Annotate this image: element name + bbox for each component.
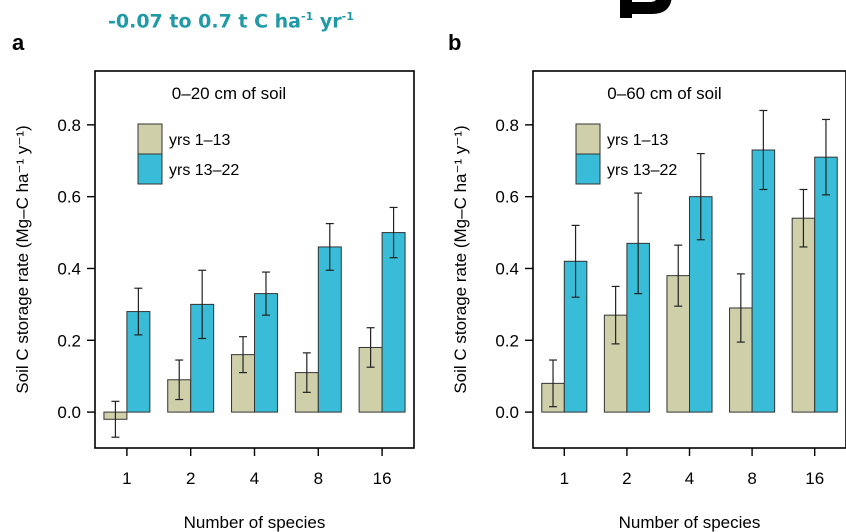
panel-a-y-tick-label: 0.8 <box>57 116 81 135</box>
panel-b-x-tick-label: 16 <box>805 469 824 488</box>
headline-main: -0.07 to 0.7 t C ha <box>108 10 302 33</box>
panel-a-legend-swatch <box>137 153 163 185</box>
panel-a-y-tick-label: 0.2 <box>57 331 81 350</box>
panel-b-x-tick-label: 8 <box>747 469 756 488</box>
panel-b-y-axis-label: Soil C storage rate (Mg–C ha⁻¹ y⁻¹) <box>451 125 470 393</box>
panel-a-x-tick-label: 2 <box>186 469 195 488</box>
panel-b-title: 0–60 cm of soil <box>607 84 721 103</box>
panel-a-label: a <box>12 30 25 55</box>
panel-b-x-tick-label: 4 <box>685 469 694 488</box>
panel-b-x-tick-label: 1 <box>560 469 569 488</box>
panel-b-x-tick-label: 2 <box>622 469 631 488</box>
panel-a-bar-yrs-13-22 <box>381 232 406 413</box>
panel-a-y-tick-label: 0.6 <box>57 188 81 207</box>
panel-a-legend-swatch <box>137 123 163 155</box>
panel-a-x-axis-label: Number of species <box>184 513 326 532</box>
panel-b-legend-swatch <box>575 153 601 185</box>
headline-mid: yr <box>313 10 342 33</box>
headline-text: -0.07 to 0.7 t C ha-1 yr-1 <box>108 10 354 32</box>
panel-a-x-tick-label: 1 <box>122 469 131 488</box>
panel-a-x-tick-label: 16 <box>373 469 392 488</box>
panel-a-legend-label: yrs 1–13 <box>169 132 230 149</box>
panel-b-legend-swatch <box>575 123 601 155</box>
panel-b-y-tick-label: 0.2 <box>495 331 519 350</box>
panel-b-x-axis-label: Number of species <box>619 513 761 532</box>
panel-a-y-tick-label: 0.4 <box>57 259 81 278</box>
panel-a-title: 0–20 cm of soil <box>172 84 286 103</box>
panel-b-y-tick-label: 0.0 <box>495 403 519 422</box>
headline-sup-2: -1 <box>341 10 354 23</box>
headline-sup-1: -1 <box>301 10 314 23</box>
panel-b-y-tick-label: 0.6 <box>495 188 519 207</box>
panel-a-y-tick-label: 0.0 <box>57 403 81 422</box>
panel-a-x-tick-label: 8 <box>314 469 323 488</box>
panel-b-legend-label: yrs 13–22 <box>607 162 677 179</box>
panel-b-y-tick-label: 0.4 <box>495 259 519 278</box>
panel-a-legend-label: yrs 13–22 <box>169 162 239 179</box>
panel-b-label: b <box>448 30 461 55</box>
panel-a-x-tick-label: 4 <box>250 469 259 488</box>
panel-a-y-axis-label: Soil C storage rate (Mg–C ha⁻¹ y⁻¹) <box>13 125 32 393</box>
panel-b-legend-label: yrs 1–13 <box>607 132 668 149</box>
cropped-glyph-graphic <box>620 0 672 18</box>
panel-a-bar-yrs-13-22 <box>317 246 342 413</box>
panel-b-y-tick-label: 0.8 <box>495 116 519 135</box>
